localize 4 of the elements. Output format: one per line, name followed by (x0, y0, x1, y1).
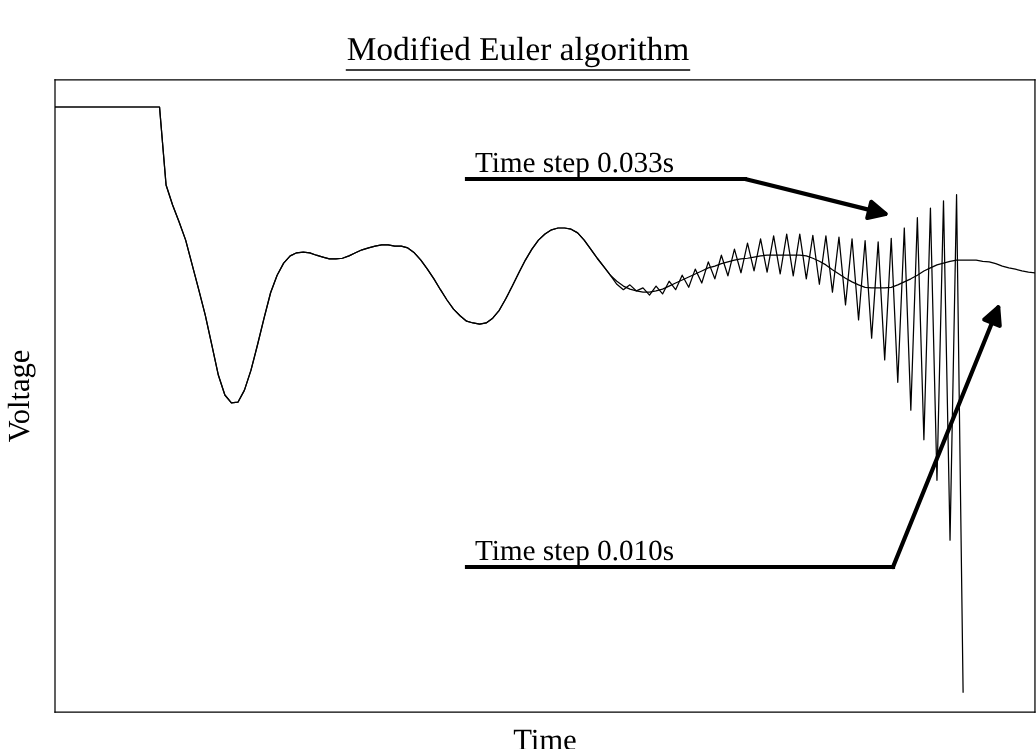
annotation: Time step 0.033s (475, 152, 674, 179)
y-axis-title: Voltage (7, 350, 36, 443)
chart-title: Modified Euler algorithm (347, 36, 689, 68)
annotation: Time step 0.010s (475, 540, 674, 567)
